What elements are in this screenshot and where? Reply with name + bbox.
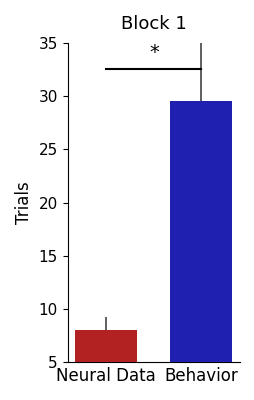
Bar	[170, 102, 231, 400]
Title: Block 1: Block 1	[120, 15, 186, 33]
Y-axis label: Trials: Trials	[15, 181, 33, 224]
Text: *: *	[148, 43, 158, 62]
Bar	[75, 330, 137, 400]
